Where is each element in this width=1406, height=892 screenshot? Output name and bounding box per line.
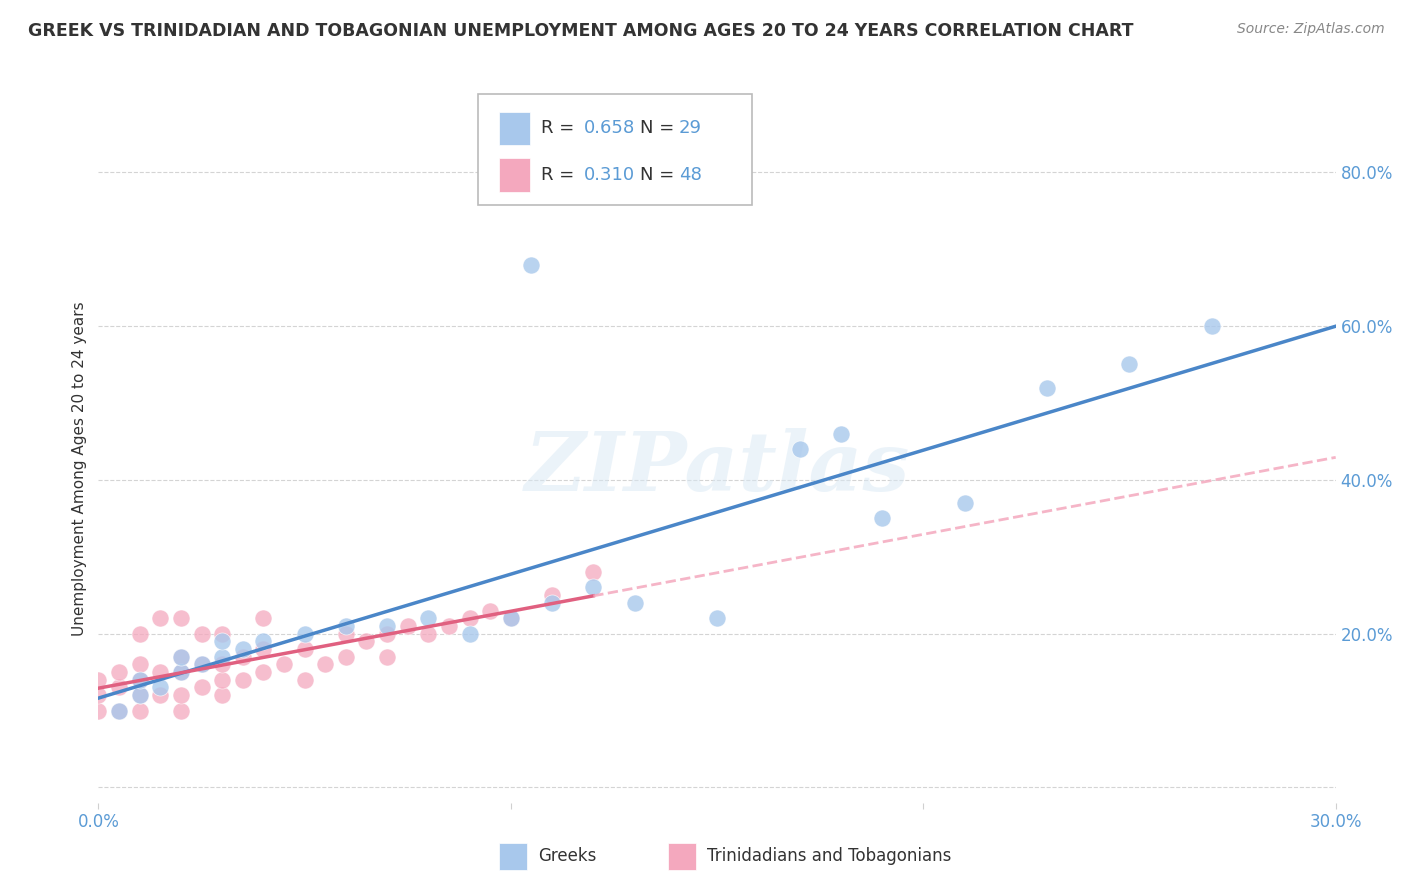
Text: GREEK VS TRINIDADIAN AND TOBAGONIAN UNEMPLOYMENT AMONG AGES 20 TO 24 YEARS CORRE: GREEK VS TRINIDADIAN AND TOBAGONIAN UNEM… [28,22,1133,40]
Point [128,657,150,672]
Point [128,688,150,702]
Point [211,626,233,640]
Point [375,619,398,633]
Point [582,581,605,595]
Point [252,611,274,625]
Text: N =: N = [640,120,679,137]
Point [128,704,150,718]
Point [1118,358,1140,372]
Point [541,588,564,602]
Text: R =: R = [541,120,581,137]
Point [87,704,110,718]
Text: 29: 29 [679,120,702,137]
Point [170,649,193,664]
Point [582,565,605,579]
Point [211,634,233,648]
Point [108,704,131,718]
Point [252,665,274,679]
Point [149,611,172,625]
Text: ZIPatlas: ZIPatlas [524,428,910,508]
Point [396,619,419,633]
Point [170,704,193,718]
Text: 0.310: 0.310 [583,166,634,184]
Text: Greeks: Greeks [538,847,598,865]
Point [437,619,460,633]
Text: 48: 48 [679,166,702,184]
Text: R =: R = [541,166,581,184]
Point [458,611,481,625]
Point [170,649,193,664]
Point [375,649,398,664]
Point [499,611,522,625]
Point [149,681,172,695]
Point [418,626,440,640]
Point [108,704,131,718]
Point [335,649,357,664]
Point [108,665,131,679]
Point [190,657,212,672]
Point [356,634,378,648]
Text: N =: N = [640,166,679,184]
Point [252,634,274,648]
Point [314,657,336,672]
Point [789,442,811,456]
Point [252,642,274,657]
Point [1201,319,1223,334]
Point [211,673,233,687]
Point [499,611,522,625]
Point [128,688,150,702]
Point [335,619,357,633]
Point [335,626,357,640]
Point [211,649,233,664]
Point [520,258,543,272]
Text: 0.658: 0.658 [583,120,634,137]
Point [149,688,172,702]
Point [190,657,212,672]
Point [149,665,172,679]
Point [830,426,852,441]
Point [190,626,212,640]
Point [211,688,233,702]
Point [128,673,150,687]
Point [232,649,254,664]
Point [541,596,564,610]
Point [1036,380,1059,394]
Point [108,681,131,695]
Point [170,665,193,679]
Point [273,657,295,672]
Point [211,657,233,672]
Point [170,688,193,702]
Point [190,681,212,695]
Point [170,665,193,679]
Point [294,642,316,657]
Point [128,626,150,640]
Point [294,673,316,687]
Point [706,611,728,625]
Point [232,642,254,657]
Point [375,626,398,640]
Point [458,626,481,640]
Point [953,496,976,510]
Y-axis label: Unemployment Among Ages 20 to 24 years: Unemployment Among Ages 20 to 24 years [72,301,87,636]
Point [294,626,316,640]
Text: Source: ZipAtlas.com: Source: ZipAtlas.com [1237,22,1385,37]
Point [128,673,150,687]
Point [623,596,645,610]
Point [870,511,893,525]
Point [87,673,110,687]
Point [232,673,254,687]
Point [479,603,502,617]
Point [87,688,110,702]
Point [170,611,193,625]
Text: Trinidadians and Tobagonians: Trinidadians and Tobagonians [707,847,952,865]
Point [418,611,440,625]
